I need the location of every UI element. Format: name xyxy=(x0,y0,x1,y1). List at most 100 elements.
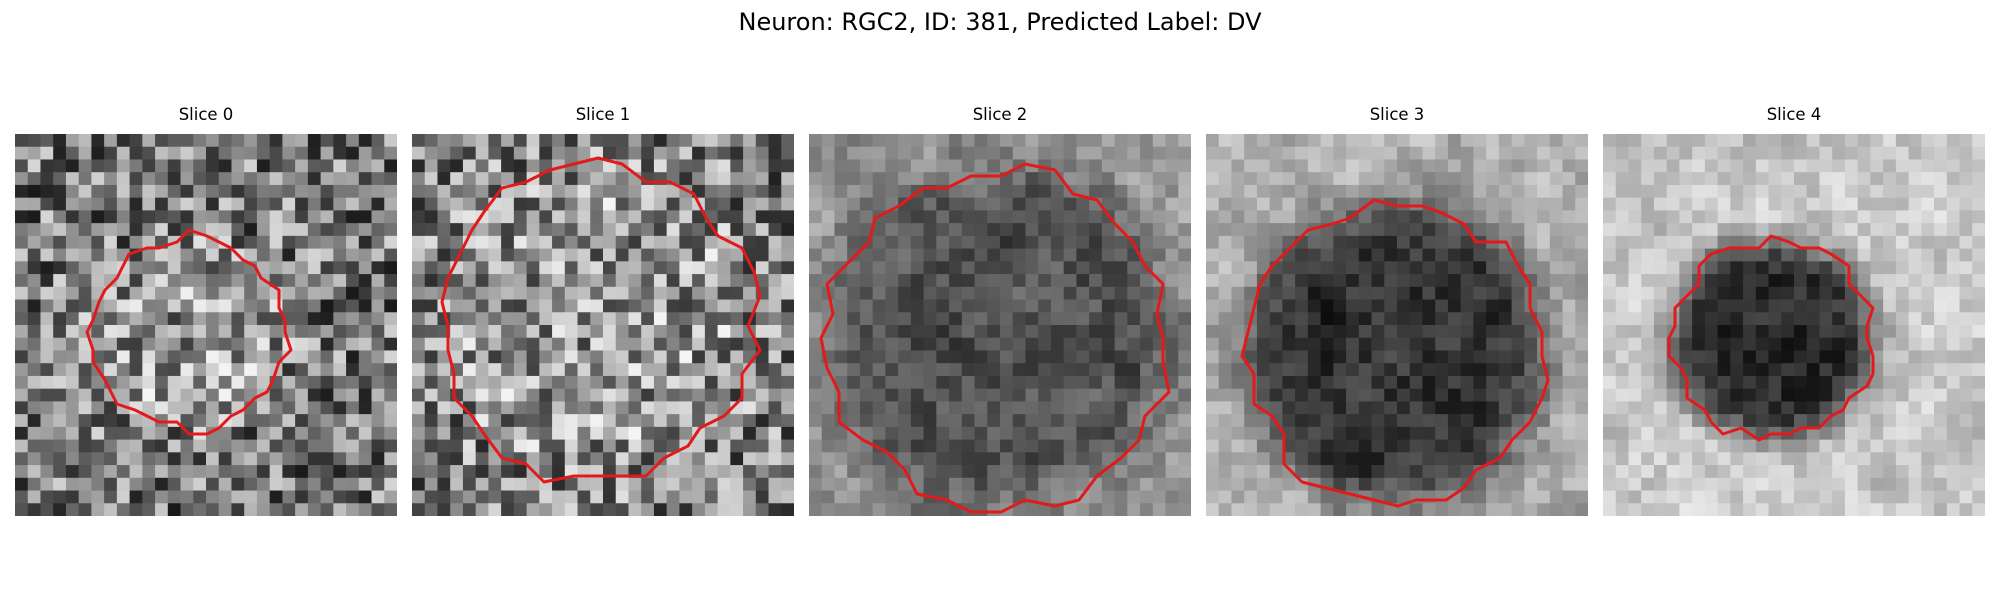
pixel xyxy=(910,414,925,428)
pixel xyxy=(1346,350,1360,364)
pixel xyxy=(307,325,322,339)
pixel xyxy=(475,172,489,186)
pixel xyxy=(1537,452,1551,466)
pixel xyxy=(218,325,233,339)
pixel xyxy=(564,197,579,211)
pixel xyxy=(1653,286,1668,301)
pixel xyxy=(1857,452,1871,466)
pixel xyxy=(1524,210,1538,224)
pixel xyxy=(898,248,912,262)
pixel xyxy=(1333,235,1347,250)
pixel xyxy=(513,299,528,313)
pixel xyxy=(244,159,258,173)
pixel xyxy=(53,223,67,237)
pixel xyxy=(116,325,131,339)
pixel xyxy=(1781,388,1795,402)
pixel xyxy=(1537,465,1551,479)
pixel xyxy=(910,350,925,364)
pixel xyxy=(615,375,630,390)
pixel xyxy=(1857,223,1871,237)
pixel xyxy=(320,197,334,211)
pixel xyxy=(424,299,439,313)
pixel xyxy=(1140,465,1154,479)
pixel xyxy=(1295,159,1309,173)
pixel xyxy=(1012,299,1027,313)
pixel xyxy=(1870,184,1884,199)
pixel xyxy=(1089,452,1103,466)
pixel xyxy=(1755,375,1770,390)
pixel xyxy=(1806,172,1821,186)
pixel xyxy=(1114,286,1128,301)
pixel xyxy=(1140,159,1154,173)
pixel xyxy=(1447,223,1462,237)
pixel xyxy=(1575,490,1588,504)
pixel xyxy=(1972,299,1985,313)
pixel xyxy=(666,490,680,504)
pixel xyxy=(974,452,988,466)
pixel xyxy=(1908,388,1922,402)
pixel xyxy=(1498,401,1513,415)
pixel xyxy=(1000,134,1014,148)
pixel xyxy=(692,210,706,224)
pixel xyxy=(256,223,271,237)
pixel xyxy=(371,401,385,415)
pixel xyxy=(1012,452,1027,466)
pixel xyxy=(1101,312,1116,326)
pixel xyxy=(1295,134,1309,148)
pixel xyxy=(1152,439,1167,453)
pixel xyxy=(1730,375,1744,390)
pixel xyxy=(539,363,553,377)
pixel xyxy=(1127,477,1141,492)
pixel xyxy=(1050,223,1065,237)
pixel xyxy=(1549,325,1564,339)
pixel xyxy=(1307,261,1322,275)
pixel xyxy=(1524,159,1538,173)
pixel xyxy=(488,210,502,224)
pixel xyxy=(78,503,92,516)
pixel xyxy=(1307,146,1322,161)
pixel xyxy=(1615,414,1630,428)
pixel xyxy=(437,172,451,186)
pixel xyxy=(692,235,706,250)
pixel xyxy=(142,248,156,262)
pixel xyxy=(1422,146,1436,161)
pixel xyxy=(1549,134,1564,148)
pixel xyxy=(1165,159,1179,173)
pixel xyxy=(1730,465,1744,479)
pixel xyxy=(1320,439,1334,453)
roi-contour xyxy=(440,156,762,484)
pixel xyxy=(603,477,617,492)
pixel xyxy=(155,465,169,479)
pixel xyxy=(1628,477,1642,492)
pixel xyxy=(256,363,271,377)
pixel xyxy=(501,465,515,479)
pixel xyxy=(1603,146,1617,161)
pixel xyxy=(666,299,680,313)
pixel xyxy=(15,388,29,402)
pixel xyxy=(142,375,156,390)
pixel xyxy=(641,414,655,428)
pixel xyxy=(834,197,848,211)
pixel xyxy=(1730,146,1744,161)
pixel xyxy=(1012,388,1027,402)
pixel xyxy=(1743,350,1757,364)
pixel xyxy=(564,350,579,364)
pixel xyxy=(180,274,194,288)
pixel xyxy=(666,465,680,479)
pixel xyxy=(1883,184,1897,199)
pixel xyxy=(987,146,1001,161)
pixel xyxy=(1895,414,1910,428)
pixel xyxy=(1295,210,1309,224)
pixel xyxy=(1549,414,1564,428)
pixel xyxy=(358,426,373,441)
pixel xyxy=(412,172,426,186)
pixel xyxy=(450,172,464,186)
pixel xyxy=(936,337,950,352)
pixel xyxy=(40,350,54,364)
pixel xyxy=(1755,350,1770,364)
pixel xyxy=(1038,477,1052,492)
pixel xyxy=(730,363,744,377)
pixel xyxy=(653,172,668,186)
pixel xyxy=(450,439,464,453)
pixel xyxy=(1269,401,1283,415)
